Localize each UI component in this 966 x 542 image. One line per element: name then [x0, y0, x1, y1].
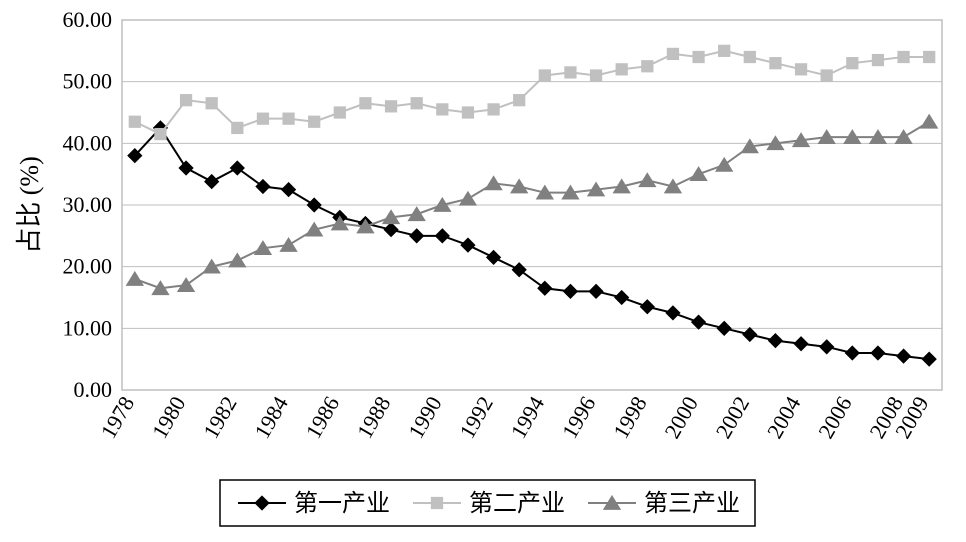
x-tick-label: 1986	[300, 392, 344, 443]
y-axis-label: 占比 (%)	[15, 156, 44, 253]
x-tick-label: 1998	[608, 392, 652, 443]
x-tick-label: 1988	[352, 392, 396, 443]
y-tick-label: 50.00	[63, 69, 113, 94]
legend-label: 第三产业	[644, 490, 740, 517]
x-tick-label: 1996	[557, 392, 601, 443]
legend-label: 第一产业	[294, 490, 390, 517]
x-tick-label: 2000	[659, 392, 703, 443]
x-tick-label: 1980	[147, 392, 191, 443]
series-第二产业	[129, 45, 935, 140]
y-tick-label: 20.00	[63, 254, 113, 279]
y-tick-label: 40.00	[63, 130, 113, 155]
x-tick-label: 2002	[710, 392, 754, 443]
y-tick-label: 0.00	[74, 377, 113, 402]
y-tick-label: 60.00	[63, 7, 113, 32]
series-line	[135, 51, 929, 134]
chart-svg: 0.00 10.00 20.00 30.00 40.00 50.00 60.00 占比 (%)…	[0, 0, 966, 542]
x-tick-label: 1994	[505, 392, 549, 443]
series-第一产业	[128, 121, 936, 366]
y-tick-label: 30.00	[63, 192, 113, 217]
x-tick-label: 1982	[198, 392, 242, 443]
y-tick-label: 10.00	[63, 315, 113, 340]
series-line	[135, 128, 929, 359]
industry-share-chart: 0.00 10.00 20.00 30.00 40.00 50.00 60.00 占比 (%)…	[0, 0, 966, 542]
x-tick-label: 2004	[762, 392, 806, 443]
x-tick-label: 2006	[813, 392, 857, 443]
x-tick-label: 1984	[249, 392, 293, 443]
legend-label: 第二产业	[469, 490, 565, 517]
x-tick-label: 1990	[403, 392, 447, 443]
x-tick-label: 1992	[454, 392, 498, 443]
